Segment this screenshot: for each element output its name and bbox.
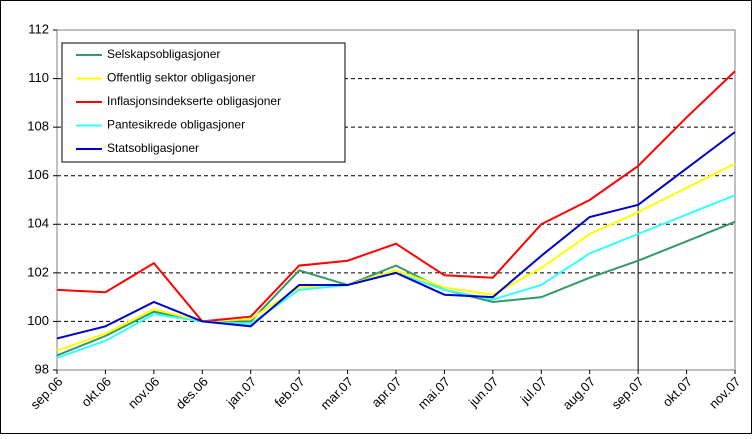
y-tick-label: 98 bbox=[35, 361, 49, 376]
series-line bbox=[56, 220, 736, 357]
legend-label: Selskapsobligasjoner bbox=[107, 47, 220, 61]
series-line bbox=[56, 70, 736, 323]
legend-label: Offentlig sektor obligasjoner bbox=[107, 71, 256, 85]
series-line bbox=[56, 162, 736, 352]
legend-label: Inflasjonsindekserte obligasjoner bbox=[107, 94, 281, 108]
legend-box bbox=[61, 42, 346, 163]
y-tick-label: 104 bbox=[27, 216, 49, 231]
y-tick-label: 106 bbox=[27, 167, 49, 182]
y-tick-label: 100 bbox=[27, 313, 49, 328]
series-line bbox=[56, 131, 736, 340]
y-tick-label: 112 bbox=[28, 21, 49, 36]
y-tick-label: 102 bbox=[27, 264, 49, 279]
legend-label: Pantesikrede obligasjoner bbox=[107, 118, 245, 132]
legend-label: Statsobligasjoner bbox=[107, 141, 199, 155]
y-tick-label: 108 bbox=[27, 119, 49, 134]
y-tick-label: 110 bbox=[28, 70, 49, 85]
